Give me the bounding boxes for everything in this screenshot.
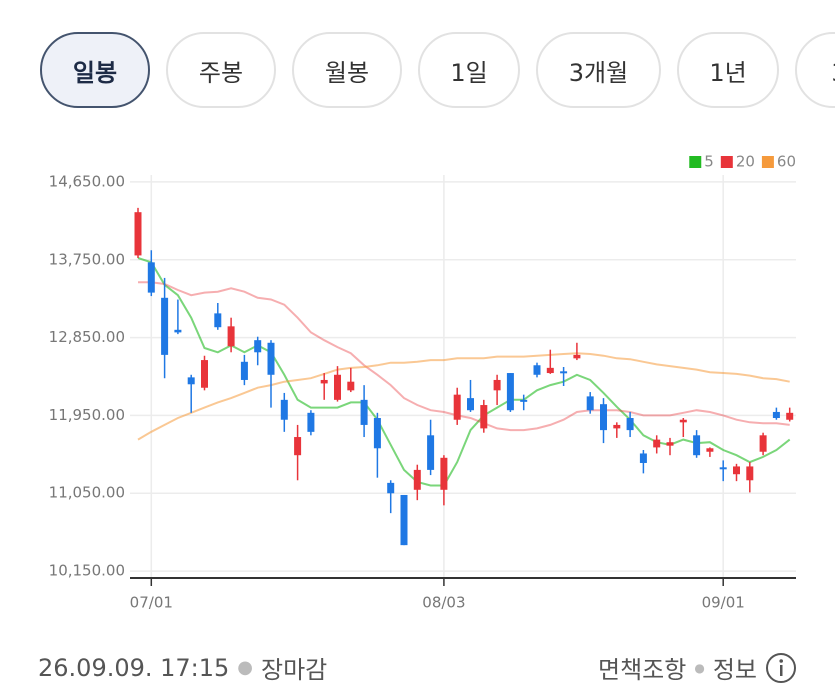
- legend-swatch: [720, 156, 733, 168]
- candle-body: [746, 466, 754, 481]
- candle-body: [201, 360, 208, 388]
- candle-body: [733, 466, 740, 475]
- period-tab[interactable]: 1일: [418, 32, 520, 108]
- period-tab[interactable]: 1년: [677, 32, 779, 108]
- candle-body: [373, 418, 381, 449]
- y-tick-label: 11,950.00: [49, 406, 125, 424]
- legend-label: 20: [736, 153, 755, 171]
- candle-body: [400, 494, 408, 546]
- moving-average-line: [137, 257, 791, 487]
- candle-body: [413, 469, 421, 490]
- candle-body: [347, 381, 355, 391]
- info-link[interactable]: 정보: [712, 656, 757, 684]
- candle-body: [307, 412, 315, 432]
- candle-body: [240, 361, 248, 380]
- y-tick-label: 12,850.00: [49, 328, 125, 346]
- y-tick-label: 13,750.00: [49, 250, 125, 268]
- period-tab[interactable]: 3개월: [536, 32, 661, 108]
- candle-body: [387, 482, 395, 494]
- moving-average-line: [137, 352, 790, 441]
- candle-body: [294, 437, 302, 456]
- candle-body: [639, 453, 647, 463]
- legend-swatch: [689, 156, 702, 168]
- period-tab[interactable]: 월봉: [292, 32, 402, 108]
- candle-body: [719, 467, 727, 470]
- candle-body: [786, 412, 794, 420]
- candle-body: [440, 457, 448, 490]
- candle-body: [467, 398, 474, 411]
- candle-body: [706, 448, 714, 452]
- period-tab[interactable]: 일봉: [40, 32, 150, 108]
- candle-body: [533, 365, 541, 375]
- timestamp: 26.09.09. 17:15: [38, 653, 230, 682]
- candle-body: [267, 342, 275, 375]
- candle-body: [493, 379, 501, 391]
- candle-body: [427, 435, 435, 470]
- x-tick-label: 09/01: [702, 594, 745, 612]
- candle-body: [134, 212, 142, 256]
- candle-body: [174, 329, 182, 333]
- candle-body: [772, 411, 780, 419]
- footer-left: 26.09.09. 17:15 ● 장마감: [38, 650, 327, 685]
- legend-label: 5: [704, 153, 714, 171]
- candle-body: [334, 374, 341, 400]
- moving-average-line: [138, 281, 790, 432]
- legend-label: 60: [777, 153, 796, 171]
- candle-body: [679, 419, 687, 423]
- period-tab[interactable]: 주봉: [166, 32, 276, 108]
- x-tick-label: 08/03: [422, 594, 465, 612]
- candle-body: [161, 297, 169, 355]
- chart: 14,650.00 13,750.00 12,850.00 11,950.00 11,0…: [49, 153, 796, 612]
- info-icon[interactable]: [765, 652, 797, 684]
- candle-body: [506, 373, 514, 411]
- candle-body: [693, 435, 701, 456]
- candle-body: [453, 394, 461, 420]
- candle-body: [480, 405, 488, 429]
- period-tabs: 일봉주봉월봉1일3개월1년3년: [40, 30, 835, 112]
- market-status: 장마감: [261, 656, 328, 684]
- candle-body: [759, 435, 767, 452]
- footer-right: 면책조항 ● 정보: [598, 650, 797, 685]
- candle-body: [613, 424, 621, 429]
- y-tick-label: 10,150.00: [49, 562, 125, 580]
- candle-body: [214, 313, 222, 328]
- candle-body: [600, 404, 607, 431]
- candle-body: [520, 399, 528, 402]
- candle-body: [280, 399, 288, 420]
- y-tick-label: 14,650.00: [49, 172, 125, 190]
- disclaimer-link[interactable]: 면책조항: [598, 656, 687, 684]
- candle-body: [320, 379, 328, 384]
- candle-body: [187, 377, 195, 385]
- candle-body: [227, 326, 235, 347]
- candle-body: [560, 371, 568, 374]
- candle-body: [573, 354, 581, 359]
- candle-body: [666, 442, 674, 446]
- candle-body: [653, 439, 661, 448]
- candle-body: [626, 418, 634, 431]
- legend-swatch: [761, 156, 774, 168]
- separator: ●: [237, 657, 254, 678]
- candle-body: [586, 396, 594, 411]
- x-tick-label: 07/01: [130, 594, 173, 612]
- candle-body: [147, 262, 155, 293]
- candle-body: [360, 399, 368, 425]
- y-tick-label: 11,050.00: [49, 484, 125, 502]
- candle-body: [254, 340, 262, 353]
- separator: ●: [694, 660, 705, 675]
- candle-body: [546, 367, 554, 374]
